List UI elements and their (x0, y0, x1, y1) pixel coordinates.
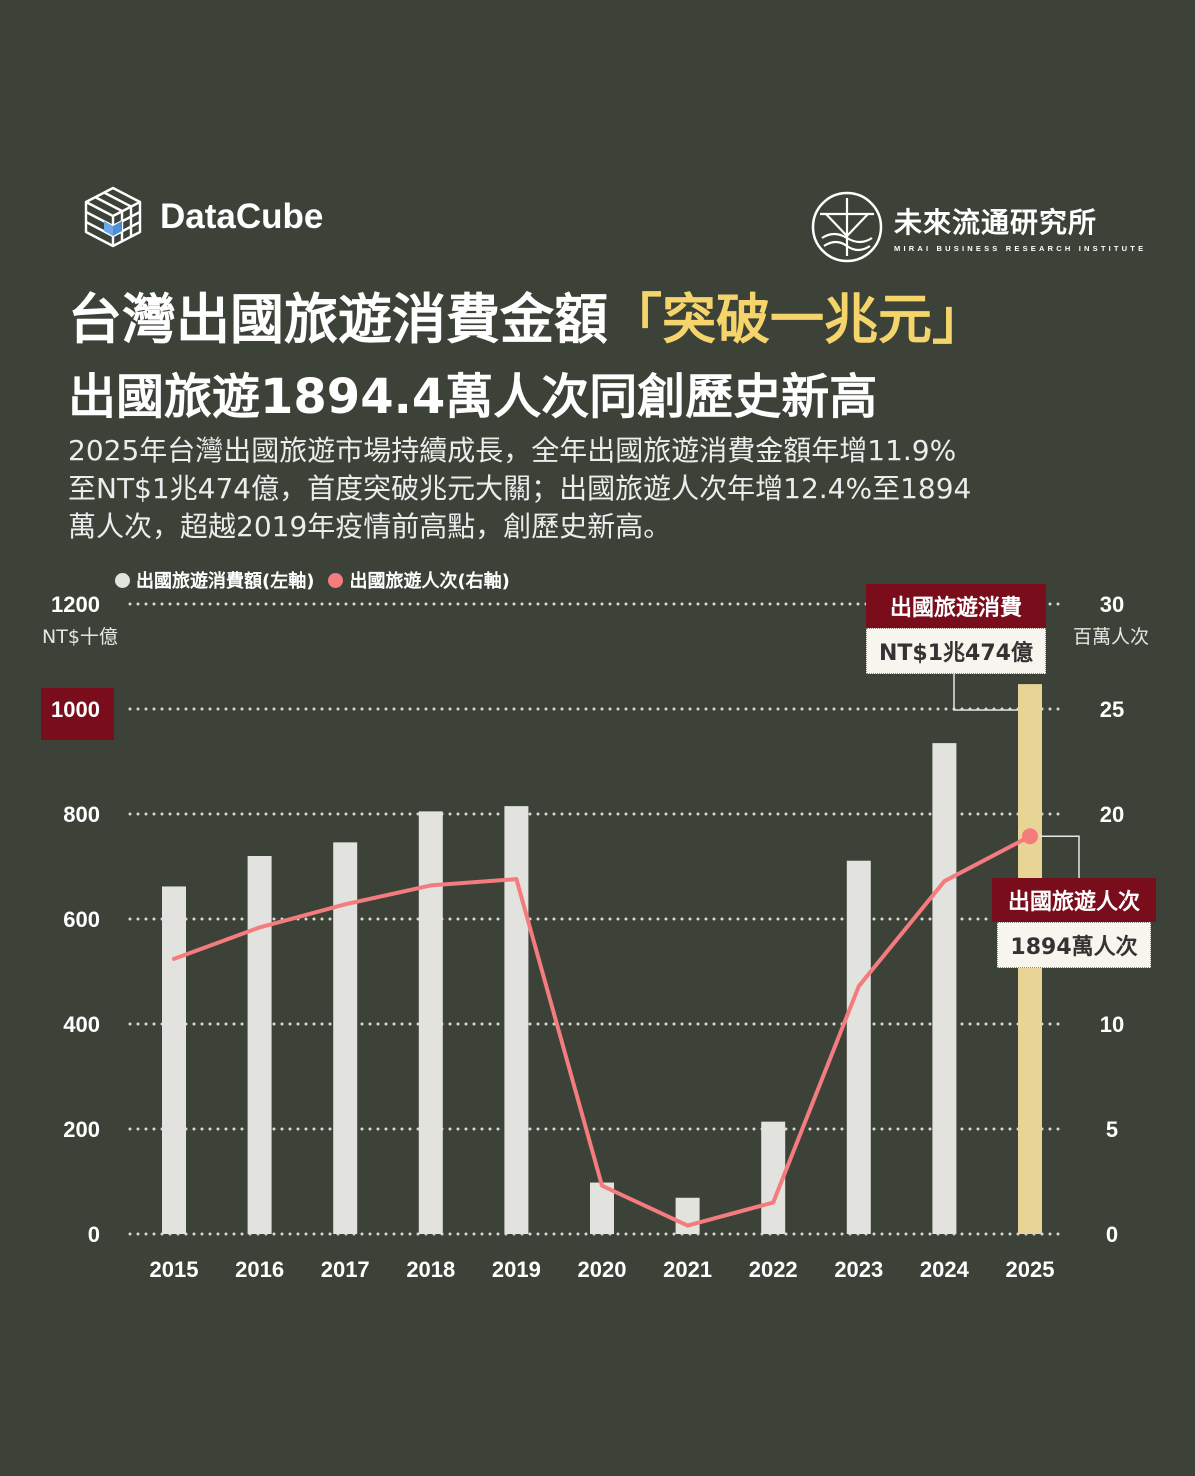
y-right-tick: 10 (1100, 1012, 1124, 1037)
x-tick: 2025 (1006, 1257, 1055, 1282)
mirai-name: 未來流通研究所 (894, 206, 1098, 239)
y-left-tick: 800 (63, 802, 100, 827)
legend-label-people: 出國旅遊人次(右軸) (349, 571, 510, 592)
annotation-spend-connector (953, 665, 1018, 711)
bar (932, 743, 957, 1234)
annotation-spend: 出國旅遊消費 NT$1兆474億 (866, 584, 1046, 674)
mirai-seal-icon (811, 191, 883, 263)
x-tick: 2020 (578, 1257, 627, 1282)
y-right-tick: 5 (1106, 1117, 1118, 1142)
y-left-tick: 200 (63, 1117, 100, 1142)
x-tick: 2017 (321, 1257, 370, 1282)
left-axis-unit: NT$十億 (42, 626, 118, 648)
description-line: 至NT$1兆474億，首度突破兆元大關；出國旅遊人次年增12.4%至1894 (68, 472, 972, 505)
x-tick: 2019 (492, 1257, 541, 1282)
legend-swatch-people (328, 572, 344, 588)
annotation-people-value: 1894萬人次 (997, 922, 1151, 968)
legend: 出國旅遊消費額(左軸) 出國旅遊人次(右軸) (115, 567, 524, 593)
y-left-tick: 600 (63, 907, 100, 932)
annotation-spend-value: NT$1兆474億 (866, 628, 1046, 674)
bar (504, 806, 529, 1234)
legend-item-people: 出國旅遊人次(右軸) (328, 567, 510, 593)
y-left-tick: 0 (88, 1222, 100, 1247)
y-left-tick: 400 (63, 1012, 100, 1037)
bar (162, 886, 186, 1234)
datacube-logo: DataCube (80, 184, 323, 250)
annotation-people: 出國旅遊人次 1894萬人次 (992, 878, 1157, 968)
datacube-name: DataCube (160, 197, 324, 236)
y-right-tick: 25 (1100, 697, 1124, 722)
y-left-tick: 1000 (51, 697, 100, 722)
cube-logo-icon (84, 186, 142, 248)
headline: 台灣出國旅遊消費金額「突破一兆元」 (68, 275, 986, 354)
mirai-logo: 未來流通研究所 MIRAI BUSINESS RESEARCH INSTITUT… (810, 190, 1146, 264)
annotation-people-connector (1040, 835, 1080, 880)
y-right-tick: 0 (1106, 1222, 1118, 1247)
legend-item-spend: 出國旅遊消費額(左軸) (115, 567, 314, 593)
people-line (172, 834, 1032, 1228)
annotation-people-tag: 出國旅遊人次 (992, 878, 1157, 922)
people-point-last (1022, 828, 1038, 845)
y-right-tick: 30 (1100, 592, 1124, 617)
bar (846, 860, 871, 1234)
legend-swatch-spend (115, 572, 130, 588)
x-tick: 2023 (834, 1257, 883, 1282)
x-tick: 2022 (749, 1257, 798, 1282)
x-tick: 2024 (920, 1257, 970, 1282)
y-left-tick: 1200 (51, 592, 100, 617)
description: 2025年台灣出國旅遊市場持續成長，全年出國旅遊消費金額年增11.9% 至NT$… (68, 432, 1128, 546)
mirai-subtitle: MIRAI BUSINESS RESEARCH INSTITUTE (894, 244, 1147, 253)
bar (418, 811, 443, 1234)
legend-label-spend: 出國旅遊消費額(左軸) (136, 571, 315, 592)
header-logos: DataCube 未來流通研究所 MIRAI BUSINESS RESEARCH… (0, 180, 1195, 263)
annotation-spend-tag: 出國旅遊消費 (866, 584, 1046, 628)
headline-highlight: 「突破一兆元」 (608, 288, 986, 351)
bar (675, 1197, 700, 1234)
x-tick: 2016 (235, 1257, 284, 1282)
headline-main: 台灣出國旅遊消費金額 (68, 288, 608, 351)
x-tick: 2015 (150, 1257, 199, 1282)
description-line: 萬人次，超越2019年疫情前高點，創歷史新高。 (68, 510, 672, 543)
x-tick: 2021 (663, 1257, 712, 1282)
y-right-tick: 20 (1100, 802, 1124, 827)
description-line: 2025年台灣出國旅遊市場持續成長，全年出國旅遊消費金額年增11.9% (68, 434, 957, 467)
x-tick: 2018 (406, 1257, 455, 1282)
right-axis-unit: 百萬人次 (1073, 626, 1150, 648)
subheadline: 出國旅遊1894.4萬人次同創歷史新高 (68, 369, 878, 425)
bar (247, 856, 272, 1234)
y-tick-highlight-box (41, 688, 114, 740)
